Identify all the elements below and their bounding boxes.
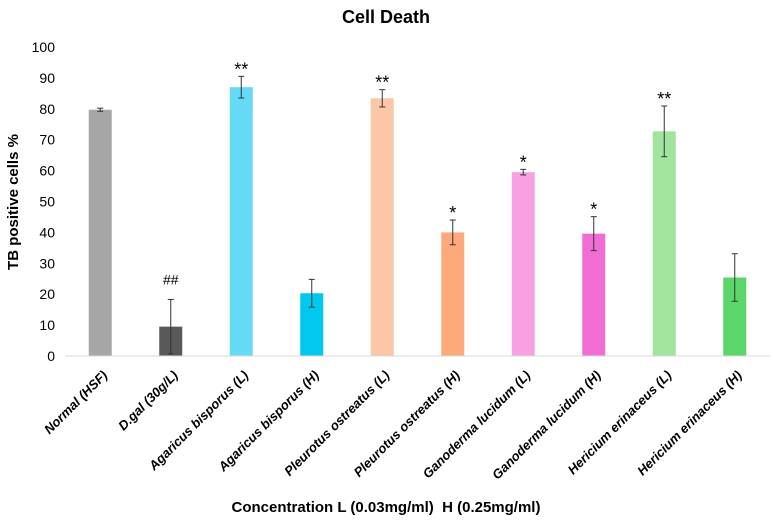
- bar: [582, 233, 606, 356]
- bar: [441, 232, 465, 356]
- y-tick-label: 50: [39, 194, 55, 210]
- bar: [88, 109, 112, 357]
- y-tick-label: 0: [47, 348, 55, 364]
- x-axis-label: Concentration L (0.03mg/ml) H (0.25mg/ml…: [232, 499, 541, 516]
- y-tick-label: 20: [39, 286, 55, 302]
- y-tick-label: 60: [39, 163, 55, 179]
- y-axis-label: TB positive cells %: [5, 134, 22, 270]
- x-tick-label: Normal (HSF): [41, 368, 110, 437]
- y-tick-label: 10: [39, 317, 55, 333]
- bar: [652, 131, 676, 356]
- y-tick-label: 90: [39, 70, 55, 86]
- bar: [300, 293, 324, 356]
- chart-title: Cell Death: [342, 7, 430, 27]
- bar: [229, 87, 253, 357]
- bar: [511, 172, 535, 356]
- y-tick-label: 80: [39, 101, 55, 117]
- significance-label: **: [657, 89, 671, 109]
- y-tick-label: 100: [32, 39, 56, 55]
- bar: [723, 277, 747, 356]
- x-tick-label: D.gal (30g/L): [115, 368, 181, 434]
- bar: [370, 98, 394, 356]
- significance-label: **: [375, 73, 389, 93]
- significance-label: **: [234, 59, 248, 79]
- significance-label: ##: [163, 271, 179, 287]
- plot-area: 0 10 20 30 40 50 60 70 80 90 100 Normal (HSF) ## D.ga…: [32, 39, 770, 482]
- significance-label: *: [449, 203, 456, 223]
- y-tick-label: 70: [39, 132, 55, 148]
- y-tick-label: 30: [39, 255, 55, 271]
- significance-label: *: [590, 200, 597, 220]
- significance-label: *: [520, 152, 527, 172]
- y-tick-label: 40: [39, 224, 55, 240]
